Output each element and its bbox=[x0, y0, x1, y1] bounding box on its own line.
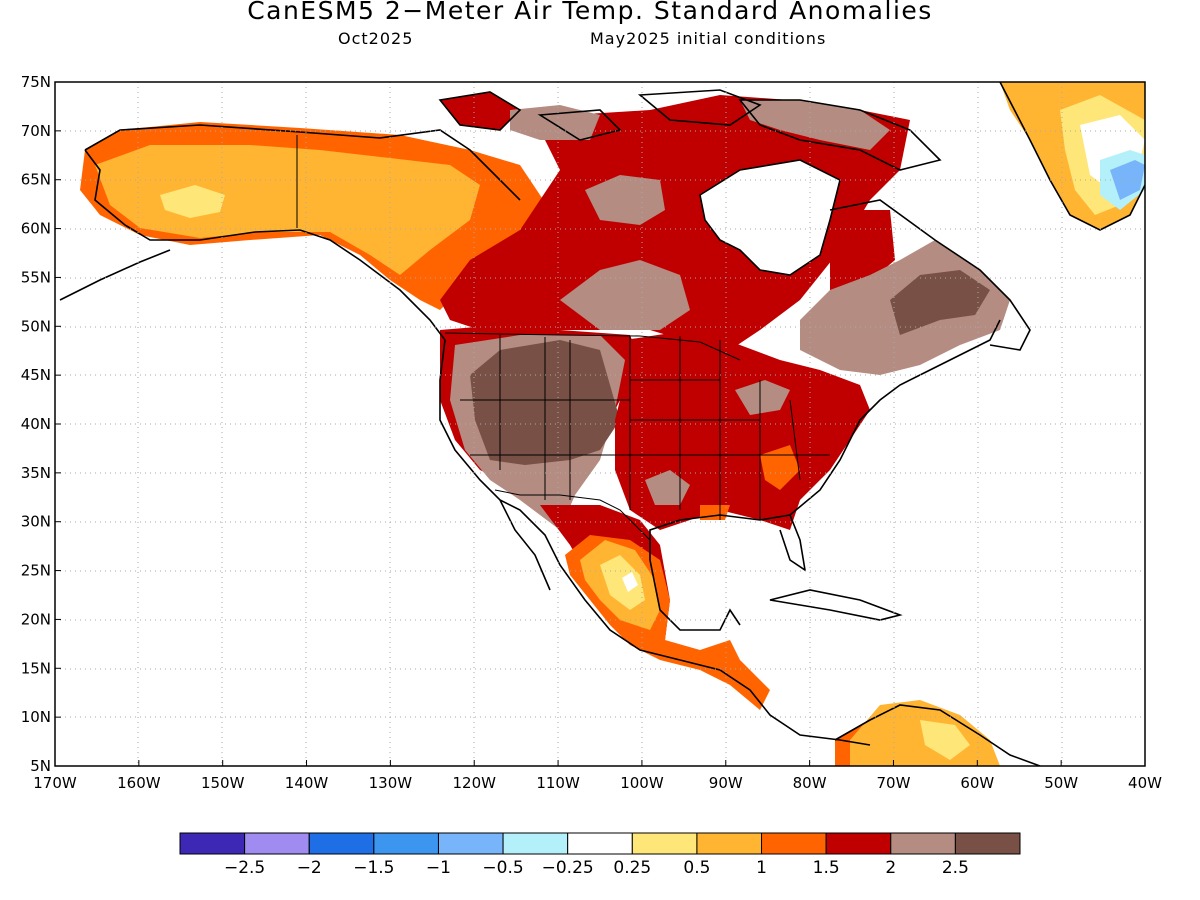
region-orange-appalachia bbox=[760, 445, 800, 490]
lon-tick-label: 170W bbox=[33, 774, 77, 792]
lat-tick-label: 55N bbox=[21, 268, 51, 286]
region-yellow-mexico bbox=[600, 555, 645, 610]
colorbar-label: −0.25 bbox=[542, 858, 594, 878]
forecast-month: Oct2025 bbox=[338, 29, 414, 48]
lat-tick-label: 65N bbox=[21, 171, 51, 189]
lon-tick-label: 130W bbox=[369, 774, 413, 792]
lat-tick-label: 15N bbox=[21, 659, 51, 677]
hudson-bay bbox=[700, 160, 840, 275]
coast-hudson bbox=[699, 159, 841, 276]
lat-tick-label: 60N bbox=[21, 220, 51, 238]
lat-tick-label: 30N bbox=[21, 513, 51, 531]
lat-tick-label: 75N bbox=[21, 73, 51, 91]
colorbar-swatch bbox=[954, 832, 1021, 855]
map-title: CanESM5 2−Meter Air Temp. Standard Anoma… bbox=[247, 0, 933, 25]
colorbar-labels: −2.5 −2 −1.5 −1 −0.5 −0.25 0.25 0.5 1 1.5 2 2.5 bbox=[224, 858, 969, 878]
lon-tick-label: 110W bbox=[536, 774, 580, 792]
region-yellow-alaska bbox=[160, 185, 225, 218]
lat-tick-label: 25N bbox=[21, 562, 51, 580]
colorbar-swatch bbox=[890, 832, 956, 855]
colorbar-swatch bbox=[567, 832, 633, 855]
colorbar-swatch bbox=[437, 832, 504, 855]
grid-lat bbox=[55, 130, 1145, 718]
lon-tick-label: 100W bbox=[620, 774, 664, 792]
lon-tick-label: 40W bbox=[1128, 774, 1162, 792]
region-mauve-greatlakes bbox=[735, 380, 790, 415]
coast-southamerica bbox=[834, 704, 1041, 766]
colorbar-label: 2 bbox=[885, 858, 896, 878]
colorbar-swatch bbox=[502, 832, 569, 855]
lon-tick-label: 50W bbox=[1044, 774, 1078, 792]
coast-alaska bbox=[59, 124, 521, 341]
colorbar-label: 0.25 bbox=[613, 858, 651, 878]
region-blue-greenland bbox=[1110, 160, 1145, 200]
coast-labrador bbox=[829, 199, 1031, 351]
colorbar-label: −1.5 bbox=[353, 858, 394, 878]
region-red-arctic bbox=[440, 92, 520, 130]
colorbar-swatch bbox=[696, 832, 763, 855]
colorbar-label: 0.5 bbox=[683, 858, 710, 878]
longitude-labels: 170W 160W 150W 140W 130W 120W 110W 100W 90W 80W 70… bbox=[33, 760, 1162, 792]
region-mauve-prairie bbox=[560, 260, 690, 330]
colorbar-swatch bbox=[244, 832, 310, 855]
colorbar-swatch bbox=[373, 832, 439, 855]
lat-tick-label: 20N bbox=[21, 610, 51, 628]
coast-gulf bbox=[649, 514, 807, 631]
colorbar-swatch bbox=[179, 832, 246, 855]
colorbar-label: −2 bbox=[297, 858, 322, 878]
colorbar-label: −2.5 bbox=[224, 858, 265, 878]
lat-tick-label: 40N bbox=[21, 415, 51, 433]
coast-greenland bbox=[999, 82, 1145, 231]
region-mauve-oklahoma bbox=[645, 470, 690, 505]
lat-tick-label: 45N bbox=[21, 366, 51, 384]
region-mauve-baffin bbox=[740, 100, 890, 150]
latitude-labels: 75N 70N 65N 60N 55N 50N 45N 40N 35N 30N 25N 20N 15N 1… bbox=[21, 73, 61, 775]
lon-tick-label: 140W bbox=[285, 774, 329, 792]
lon-tick-label: 60W bbox=[960, 774, 994, 792]
coast-arctic-islands bbox=[438, 89, 942, 171]
region-red-canada bbox=[440, 95, 910, 350]
lon-tick-label: 80W bbox=[793, 774, 827, 792]
colorbar-label: −0.5 bbox=[482, 858, 523, 878]
region-yellow-southamerica bbox=[920, 720, 970, 760]
gridlines bbox=[55, 82, 1145, 766]
lat-tick-label: 70N bbox=[21, 122, 51, 140]
colorbar-label: 2.5 bbox=[942, 858, 969, 878]
coastlines bbox=[59, 82, 1145, 766]
region-lightorange-alaska bbox=[95, 145, 480, 275]
colorbar-swatch bbox=[761, 832, 827, 855]
region-white-mexico bbox=[622, 572, 638, 592]
border-us-mexico bbox=[494, 489, 651, 541]
lat-tick-label: 50N bbox=[21, 317, 51, 335]
region-red-quebec bbox=[830, 210, 895, 300]
lon-tick-label: 120W bbox=[452, 774, 496, 792]
colorbar-label: 1.5 bbox=[813, 858, 840, 878]
initial-conditions: May2025 initial conditions bbox=[590, 29, 827, 48]
colorbar-label: −1 bbox=[426, 858, 451, 878]
anomaly-fields bbox=[80, 82, 1145, 766]
border-us-canada bbox=[444, 332, 741, 361]
colorbar bbox=[179, 832, 1021, 855]
lat-tick-label: 5N bbox=[30, 757, 51, 775]
colorbar-swatch bbox=[631, 832, 698, 855]
lon-tick-label: 90W bbox=[709, 774, 743, 792]
coast-baja bbox=[499, 499, 551, 591]
border-states bbox=[460, 335, 830, 520]
coast-cuba bbox=[769, 589, 903, 621]
region-brown-labrador bbox=[890, 270, 990, 335]
colorbar-swatch bbox=[825, 832, 892, 855]
colorbar-swatch bbox=[308, 832, 375, 855]
coast-west-us bbox=[439, 339, 871, 746]
lat-tick-label: 10N bbox=[21, 708, 51, 726]
lon-tick-label: 70W bbox=[877, 774, 911, 792]
region-mauve-arctic bbox=[510, 105, 600, 140]
lon-tick-label: 150W bbox=[201, 774, 245, 792]
lon-tick-label: 160W bbox=[117, 774, 161, 792]
coast-east-us bbox=[789, 319, 1001, 516]
borders bbox=[296, 135, 830, 541]
colorbar-label: 1 bbox=[756, 858, 767, 878]
region-mauve-central bbox=[585, 175, 665, 225]
lat-tick-label: 35N bbox=[21, 464, 51, 482]
